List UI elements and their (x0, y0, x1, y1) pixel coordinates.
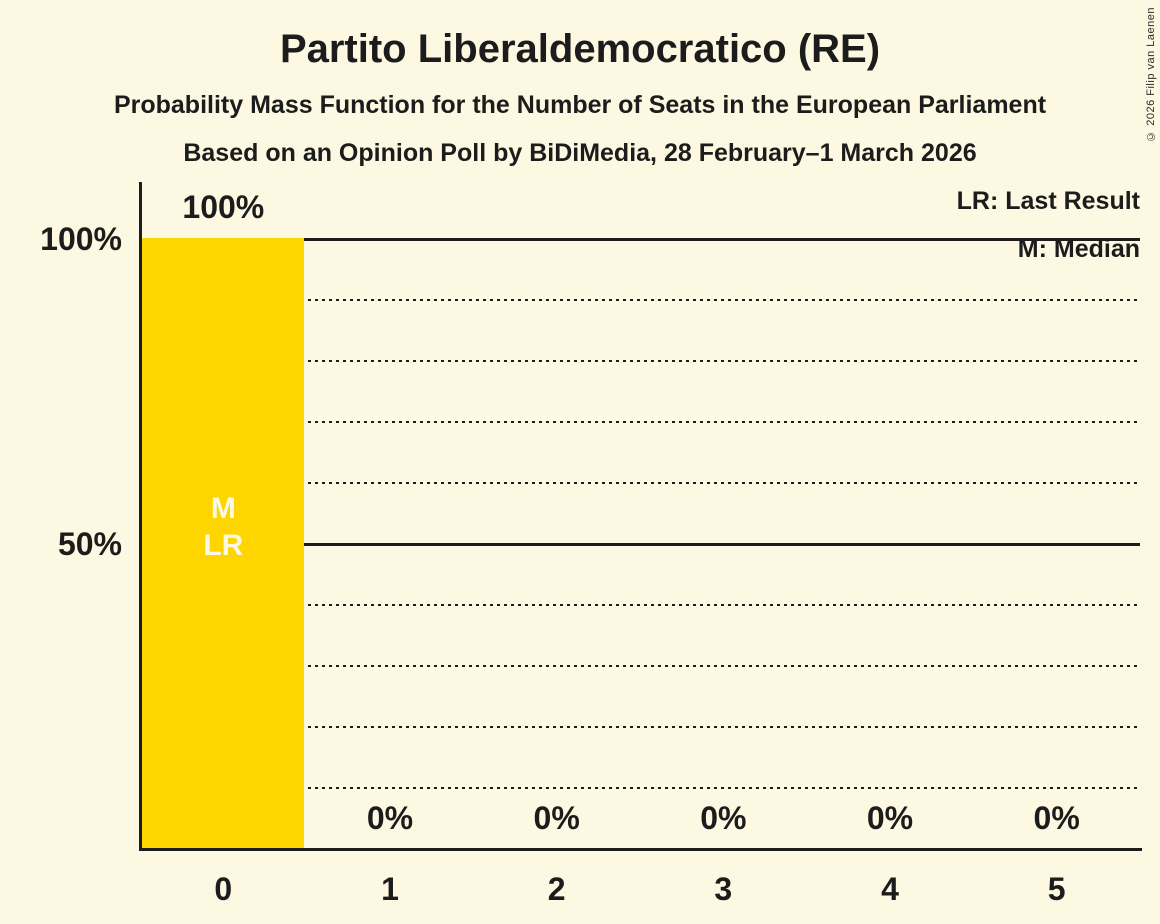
bar-value-label-4: 0% (866, 800, 914, 836)
y-tick-label-50: 50% (57, 526, 122, 562)
gridline-dotted-10 (140, 787, 1140, 789)
bar-value-label-3: 0% (700, 800, 747, 836)
gridline-dotted-60 (140, 482, 1140, 484)
median-marker: M (210, 492, 236, 525)
gridline-dotted-30 (140, 665, 1140, 667)
legend-last-result-label: LR: Last Result (956, 187, 1140, 215)
x-tick-label-5: 5 (1047, 871, 1066, 907)
subtitle-poll: Based on an Opinion Poll by BiDiMedia, 2… (183, 139, 977, 167)
x-tick-label-0: 0 (214, 871, 233, 907)
x-tick-label-3: 3 (714, 871, 733, 907)
bar-value-label-1: 0% (366, 800, 414, 836)
bar-value-label-0: 100% (182, 189, 265, 225)
y-axis-line (139, 182, 142, 851)
gridline-dotted-20 (140, 726, 1140, 728)
bar-value-label-2: 0% (533, 800, 580, 836)
gridline-solid-100 (140, 238, 1140, 241)
x-tick-label-2: 2 (547, 871, 566, 907)
bar-seat-0 (142, 238, 304, 848)
gridline-dotted-80 (140, 360, 1140, 362)
x-axis-line (139, 848, 1142, 851)
x-tick-label-1: 1 (381, 871, 399, 907)
bar-value-label-5: 0% (1033, 800, 1080, 836)
y-tick-label-100: 100% (40, 221, 122, 257)
last-result-marker: LR (203, 529, 244, 562)
gridline-dotted-90 (140, 299, 1140, 301)
page-title: Partito Liberaldemocratico (RE) (279, 27, 881, 71)
gridline-solid-50 (140, 543, 1140, 546)
x-tick-label-4: 4 (881, 871, 899, 907)
legend-median-label: M: Median (1017, 235, 1140, 263)
gridline-dotted-70 (140, 421, 1140, 423)
subtitle-pmf: Probability Mass Function for the Number… (113, 91, 1047, 119)
gridline-dotted-40 (140, 604, 1140, 606)
